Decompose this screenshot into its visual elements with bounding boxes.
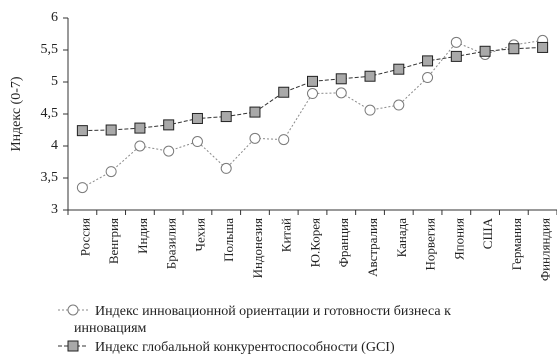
y-tick-label: 4	[51, 138, 58, 153]
data-point-circle	[335, 87, 347, 99]
legend-label: инновациям	[74, 321, 147, 336]
legend-marker-square	[67, 340, 79, 352]
data-point-square	[249, 106, 261, 118]
data-point-square	[191, 112, 203, 124]
y-tick-label: 3,5	[41, 170, 59, 185]
x-tick-label: Финляндия	[538, 218, 553, 281]
y-ticks: 3 3,5 4 4,5 5 5,5 6	[41, 10, 68, 217]
x-tick-label: Чехия	[192, 218, 207, 252]
data-point-circle	[76, 182, 88, 194]
x-tick-label: Норвегия	[423, 218, 438, 271]
y-axis-label: Индекс (0-7)	[9, 76, 24, 151]
data-point-square	[76, 125, 88, 137]
data-point-circle	[249, 132, 261, 144]
y-tick-label: 3	[51, 202, 58, 217]
data-point-square	[450, 50, 462, 62]
legend-label: Индекс инновационной ориентации и готовн…	[95, 304, 451, 319]
data-point-circle	[278, 134, 290, 146]
data-point-square	[508, 43, 520, 55]
data-point-circle	[307, 88, 318, 100]
y-tick-label: 6	[51, 10, 58, 25]
legend: Индекс инновационной ориентации и готовн…	[58, 304, 451, 355]
data-point-square	[278, 86, 290, 98]
x-tick-label: Венгрия	[106, 218, 121, 264]
x-tick-label: Китай	[279, 218, 294, 252]
x-tick-label: США	[480, 217, 495, 249]
x-tick-label: Бразилия	[164, 218, 179, 269]
x-tick-label: Франция	[336, 218, 351, 267]
data-point-circle	[163, 145, 175, 157]
x-tick-label: Индонезия	[250, 218, 265, 278]
x-tick-label: Австралия	[365, 218, 380, 277]
series-layer	[76, 34, 549, 194]
data-point-square	[335, 73, 347, 85]
data-point-circle	[105, 166, 117, 178]
x-tick-label: Польша	[221, 218, 236, 262]
data-point-square	[134, 122, 146, 134]
data-point-circle	[450, 36, 462, 48]
plot-area: 3 3,5 4 4,5 5 5,5 6 Россия Венгрия Индия Бразилия…	[41, 10, 557, 281]
legend-item: Индекс глобальной конкурентоспособности …	[58, 340, 395, 355]
data-point-circle	[364, 104, 376, 116]
x-tick-label: Германия	[509, 218, 524, 270]
x-tick-label: Индия	[135, 218, 150, 254]
series-gci-index	[76, 41, 549, 137]
x-tick-label: Канада	[394, 218, 409, 258]
x-tick-label: Ю.Корея	[307, 218, 322, 267]
data-point-square	[220, 111, 232, 123]
legend-item: Индекс инновационной ориентации и готовн…	[58, 304, 451, 336]
x-tick-label: Россия	[77, 218, 92, 256]
series-line	[82, 39, 543, 189]
y-tick-label: 5,5	[41, 42, 59, 57]
data-point-circle	[191, 136, 203, 148]
legend-label: Индекс глобальной конкурентоспособности …	[95, 340, 395, 355]
data-point-circle	[134, 140, 146, 152]
data-point-square	[537, 41, 549, 53]
data-point-circle	[422, 72, 434, 84]
x-ticks: Россия Венгрия Индия Бразилия Чехия Польша Инд…	[67, 210, 557, 281]
data-point-square	[105, 124, 117, 136]
data-point-square	[364, 70, 376, 82]
data-point-square	[307, 75, 318, 87]
data-point-circle	[220, 162, 232, 174]
data-point-square	[479, 45, 491, 57]
x-tick-label: Япония	[451, 218, 466, 260]
y-tick-label: 4,5	[41, 106, 59, 121]
data-point-square	[393, 63, 405, 75]
data-point-square	[422, 55, 434, 67]
legend-marker-circle	[67, 304, 79, 316]
data-point-square	[163, 119, 175, 131]
series-innovation-index	[76, 34, 549, 194]
data-point-circle	[393, 99, 405, 111]
y-tick-label: 5	[51, 74, 58, 89]
